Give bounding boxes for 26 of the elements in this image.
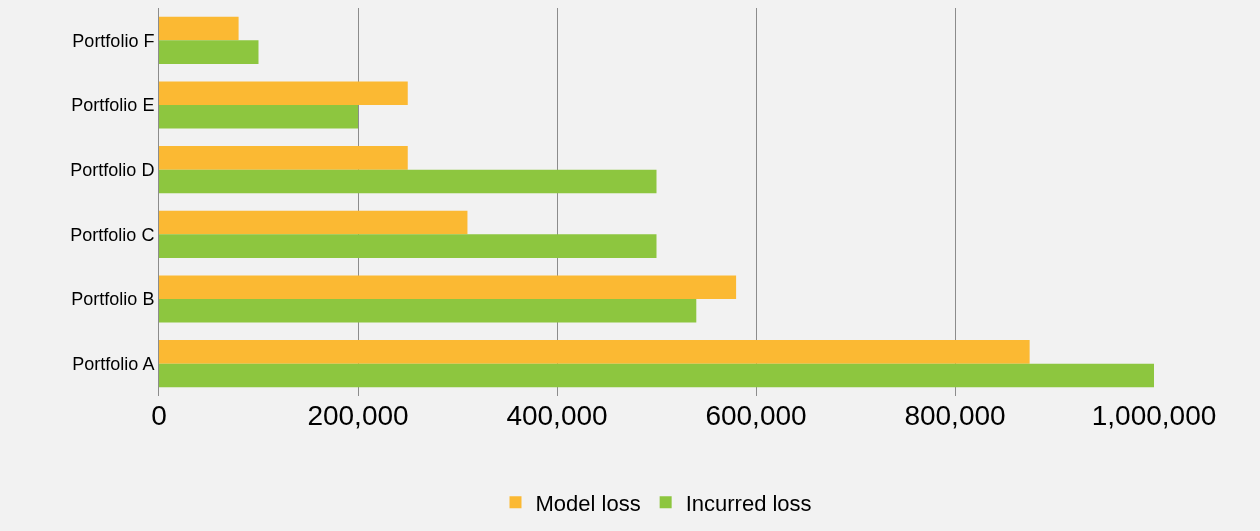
x-tick-label: 1,000,000 [1091,400,1217,431]
bar [159,105,358,129]
legend-label: Model loss [535,490,641,516]
bar [159,81,408,105]
y-tick-label: Portfolio D [70,159,155,180]
y-tick-label: Portfolio B [71,289,155,310]
y-tick-label: Portfolio C [70,224,155,245]
bar [159,340,1030,364]
bar [159,169,657,194]
bar [159,40,259,64]
bar [159,210,468,235]
x-tick-label: 600,000 [705,400,807,431]
x-tick-label: 0 [151,400,167,431]
y-tick-label: Portfolio E [71,95,155,116]
bar [159,275,737,299]
y-tick-label: Portfolio F [72,30,155,51]
x-tick-label: 800,000 [904,400,1006,431]
x-tick-label: 200,000 [307,400,409,431]
bar [159,16,239,41]
x-tick-label: 400,000 [506,400,608,431]
bar [159,234,657,258]
bar [159,363,1154,388]
bar [159,146,408,170]
bar [159,299,697,323]
y-tick-label: Portfolio A [72,353,155,374]
legend-label: Incurred loss [685,490,812,516]
